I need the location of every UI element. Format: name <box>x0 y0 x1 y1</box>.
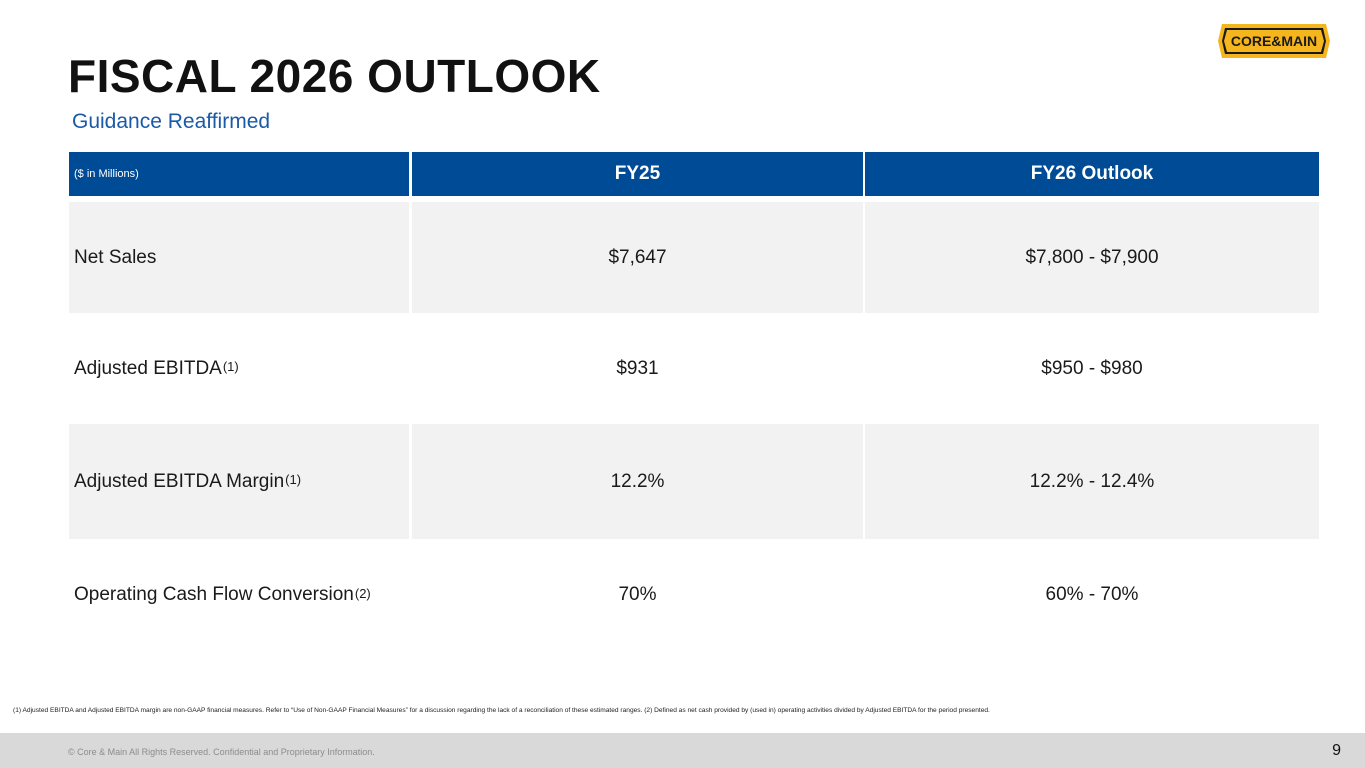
footer-bar: © Core & Main All Rights Reserved. Confi… <box>0 733 1365 768</box>
footnote-ref: (1) <box>222 359 239 374</box>
row-fy26-value: $950 - $980 <box>1041 357 1143 379</box>
outlook-table: ($ in Millions) FY25 FY26 Outlook Net Sa… <box>69 152 1319 605</box>
table-row: Operating Cash Flow Conversion (2) 70% 60… <box>69 539 1319 651</box>
row-fy25-value: 12.2% <box>412 424 863 539</box>
copyright-text: © Core & Main All Rights Reserved. Confi… <box>68 747 375 757</box>
row-label: Adjusted EBITDA Margin (1) <box>69 424 409 539</box>
table-header-row: ($ in Millions) FY25 FY26 Outlook <box>69 152 1319 196</box>
footnote-text: (1) Adjusted EBITDA and Adjusted EBITDA … <box>13 707 990 714</box>
row-fy26-value: 12.2% - 12.4% <box>865 424 1319 539</box>
page-subtitle: Guidance Reaffirmed <box>72 110 271 133</box>
row-fy25-value: $931 <box>616 357 659 379</box>
row-fy26-value: $7,800 - $7,900 <box>865 202 1319 313</box>
header-fy26-outlook: FY26 Outlook <box>865 152 1319 196</box>
row-fy25-value: $7,647 <box>412 202 863 313</box>
header-fy25: FY25 <box>412 152 863 196</box>
row-fy25-value: 70% <box>618 584 657 605</box>
header-units: ($ in Millions) <box>69 152 409 196</box>
row-label: Net Sales <box>69 202 409 313</box>
table-row: Adjusted EBITDA Margin (1) 12.2% 12.2% - … <box>69 424 1319 539</box>
page-number: 9 <box>1332 742 1341 759</box>
core-and-main-logo: CORE&MAIN <box>1218 24 1330 58</box>
footnote-ref: (2) <box>354 585 371 601</box>
table-row: Adjusted EBITDA (1) $931 $950 - $980 <box>69 313 1319 424</box>
footnote-ref: (1) <box>285 472 302 487</box>
logo-text: CORE&MAIN <box>1231 33 1317 49</box>
row-label: Operating Cash Flow Conversion (2) <box>74 584 371 605</box>
page-title: FISCAL 2026 OUTLOOK <box>68 50 601 102</box>
row-label: Adjusted EBITDA (1) <box>74 357 239 379</box>
row-fy26-value: 60% - 70% <box>1045 584 1139 605</box>
table-row: Net Sales $7,647 $7,800 - $7,900 <box>69 202 1319 313</box>
